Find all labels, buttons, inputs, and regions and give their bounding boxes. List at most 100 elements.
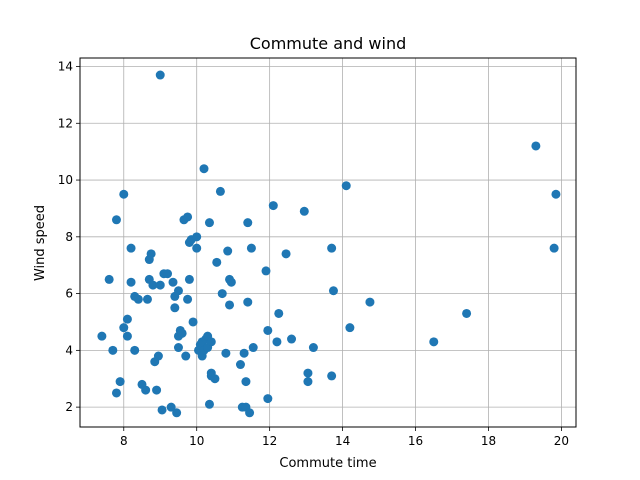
scatter-point bbox=[172, 408, 182, 418]
scatter-point bbox=[263, 394, 273, 404]
scatter-point bbox=[157, 405, 167, 415]
scatter-point bbox=[327, 371, 337, 381]
scatter-point bbox=[243, 218, 253, 228]
scatter-point bbox=[549, 243, 559, 253]
scatter-point bbox=[173, 286, 183, 296]
y-tick-label: 2 bbox=[65, 400, 73, 414]
scatter-point bbox=[215, 186, 225, 196]
scatter-point bbox=[119, 323, 129, 333]
scatter-point bbox=[225, 300, 235, 310]
scatter-point bbox=[239, 348, 249, 358]
scatter-point bbox=[263, 325, 273, 335]
plot-frame bbox=[79, 57, 577, 428]
scatter-point bbox=[111, 388, 121, 398]
scatter-point bbox=[170, 303, 180, 313]
scatter-point bbox=[148, 280, 158, 290]
scatter-point bbox=[210, 374, 220, 384]
x-tick-label: 18 bbox=[481, 434, 496, 448]
scatter-point bbox=[328, 286, 338, 296]
scatter-point bbox=[261, 266, 271, 276]
scatter-point bbox=[152, 385, 162, 395]
scatter-point bbox=[287, 334, 297, 344]
scatter-point bbox=[226, 277, 236, 287]
scatter-point bbox=[122, 314, 132, 324]
scatter-point bbox=[181, 351, 191, 361]
scatter-point bbox=[184, 274, 194, 284]
scatter-point bbox=[327, 243, 337, 253]
scatter-point bbox=[192, 232, 202, 242]
scatter-point bbox=[188, 317, 198, 327]
scatter-point bbox=[141, 385, 151, 395]
scatter-point bbox=[365, 297, 375, 307]
x-axis-label: Commute time bbox=[279, 456, 376, 471]
grid-lines bbox=[80, 58, 576, 427]
scatter-point bbox=[183, 212, 193, 222]
x-tick-label: 12 bbox=[262, 434, 277, 448]
y-axis-label: Wind speed bbox=[33, 205, 48, 281]
scatter-point bbox=[97, 331, 107, 341]
scatter-point bbox=[345, 323, 355, 333]
x-tick-label: 20 bbox=[554, 434, 569, 448]
scatter-point bbox=[192, 243, 202, 253]
y-tick-label: 6 bbox=[65, 287, 73, 301]
scatter-point bbox=[173, 343, 183, 353]
scatter-point bbox=[155, 280, 165, 290]
x-tick-label: 10 bbox=[189, 434, 204, 448]
scatter-point bbox=[429, 337, 439, 347]
scatter-point bbox=[111, 215, 121, 225]
scatter-point bbox=[281, 249, 291, 259]
scatter-point bbox=[108, 345, 118, 355]
data-points bbox=[97, 70, 561, 418]
y-tick-label: 14 bbox=[58, 60, 73, 74]
x-tick-label: 16 bbox=[408, 434, 423, 448]
scatter-point bbox=[153, 351, 163, 361]
y-tick-label: 12 bbox=[58, 116, 73, 130]
scatter-point bbox=[168, 277, 178, 287]
scatter-point bbox=[245, 408, 255, 418]
scatter-point bbox=[223, 246, 233, 256]
scatter-point bbox=[199, 164, 209, 174]
scatter-point bbox=[241, 377, 251, 387]
scatter-point bbox=[133, 294, 143, 304]
scatter-point bbox=[221, 348, 231, 358]
y-tick-label: 4 bbox=[65, 343, 73, 357]
x-tick-label: 8 bbox=[120, 434, 128, 448]
scatter-point bbox=[155, 70, 165, 80]
scatter-point bbox=[551, 189, 561, 199]
scatter-point bbox=[142, 294, 152, 304]
scatter-point bbox=[119, 189, 129, 199]
scatter-point bbox=[268, 201, 278, 211]
axis-ticks: 8 10 12 14 16 18 20 2 4 6 8 10 12 14 bbox=[58, 60, 569, 448]
y-tick-label: 8 bbox=[65, 230, 73, 244]
scatter-point bbox=[130, 345, 140, 355]
x-tick-label: 14 bbox=[335, 434, 350, 448]
scatter-point bbox=[126, 243, 136, 253]
scatter-point bbox=[146, 249, 156, 259]
scatter-point bbox=[206, 337, 216, 347]
y-tick-label: 10 bbox=[58, 173, 73, 187]
scatter-point bbox=[204, 218, 214, 228]
scatter-point bbox=[177, 328, 187, 338]
scatter-point bbox=[115, 377, 125, 387]
scatter-point bbox=[303, 377, 313, 387]
scatter-point bbox=[303, 368, 313, 378]
scatter-point bbox=[122, 331, 132, 341]
scatter-point bbox=[299, 206, 309, 216]
scatter-point bbox=[274, 308, 284, 318]
scatter-point bbox=[243, 297, 253, 307]
scatter-point bbox=[248, 343, 258, 353]
scatter-point bbox=[104, 274, 114, 284]
scatter-point bbox=[308, 343, 318, 353]
scatter-point bbox=[163, 269, 173, 279]
scatter-point bbox=[246, 243, 256, 253]
scatter-point bbox=[166, 402, 176, 412]
scatter-point bbox=[462, 308, 472, 318]
scatter-point bbox=[341, 181, 351, 191]
scatter-point bbox=[235, 360, 245, 370]
scatter-point bbox=[204, 399, 214, 409]
scatter-point bbox=[126, 277, 136, 287]
scatter-point bbox=[212, 257, 222, 267]
chart-title: Commute and wind bbox=[250, 34, 407, 53]
